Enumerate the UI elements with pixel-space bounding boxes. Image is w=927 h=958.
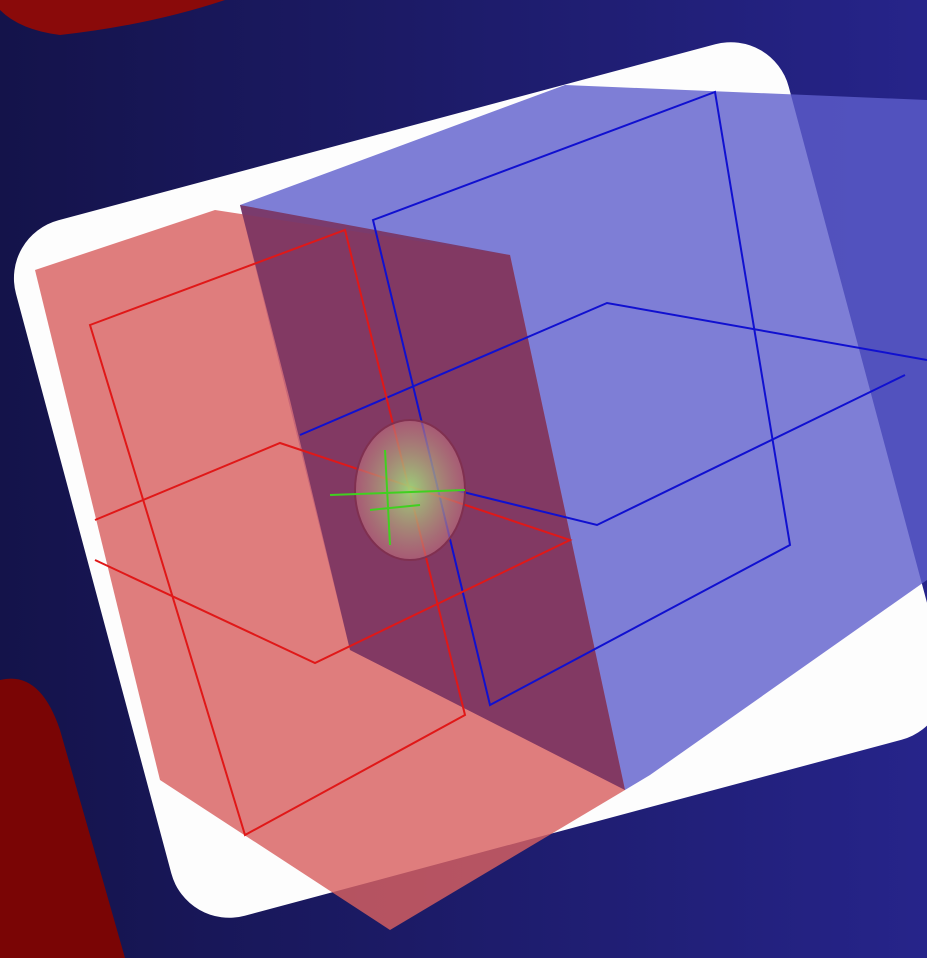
shape — [0, 0, 225, 35]
shape — [0, 678, 125, 958]
render — [35, 85, 927, 930]
green-marker — [329, 449, 466, 546]
blue-wireframe — [299, 90, 927, 707]
red-wireframe — [88, 228, 573, 837]
